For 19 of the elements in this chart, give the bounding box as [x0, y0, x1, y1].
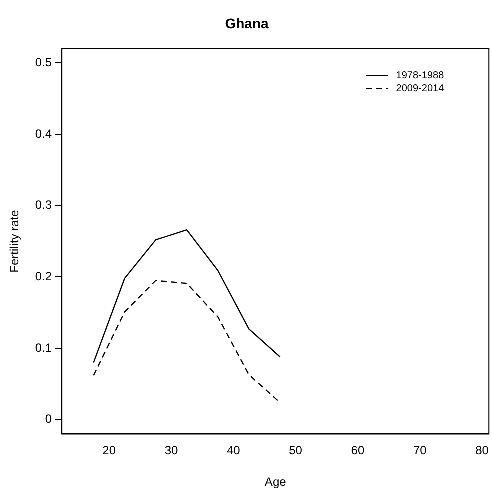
line-series — [93, 280, 281, 404]
legend-label: 1978-1988 — [396, 70, 445, 82]
y-tick-label: 0.4 — [35, 126, 52, 141]
x-tick-label: 30 — [164, 444, 178, 458]
y-tick-label: 0.5 — [35, 55, 52, 70]
y-axis-title: Fertility rate — [8, 210, 22, 273]
y-tick-label: 0.3 — [35, 198, 52, 212]
chart-title: Ghana — [225, 15, 269, 32]
y-tick-label: 0.1 — [35, 340, 52, 355]
x-tick-label: 70 — [413, 444, 428, 458]
x-axis-title: Age — [264, 475, 287, 490]
x-tick-label: 80 — [476, 444, 490, 458]
legend-label: 2009-2014 — [396, 84, 445, 95]
y-tick-label: 0.2 — [35, 270, 52, 284]
y-tick-label: 0 — [45, 412, 52, 426]
x-tick-label: 50 — [289, 444, 303, 458]
x-tick-label: 20 — [102, 444, 116, 458]
x-tick-label: 60 — [351, 444, 365, 458]
x-tick-label: 40 — [226, 444, 241, 458]
